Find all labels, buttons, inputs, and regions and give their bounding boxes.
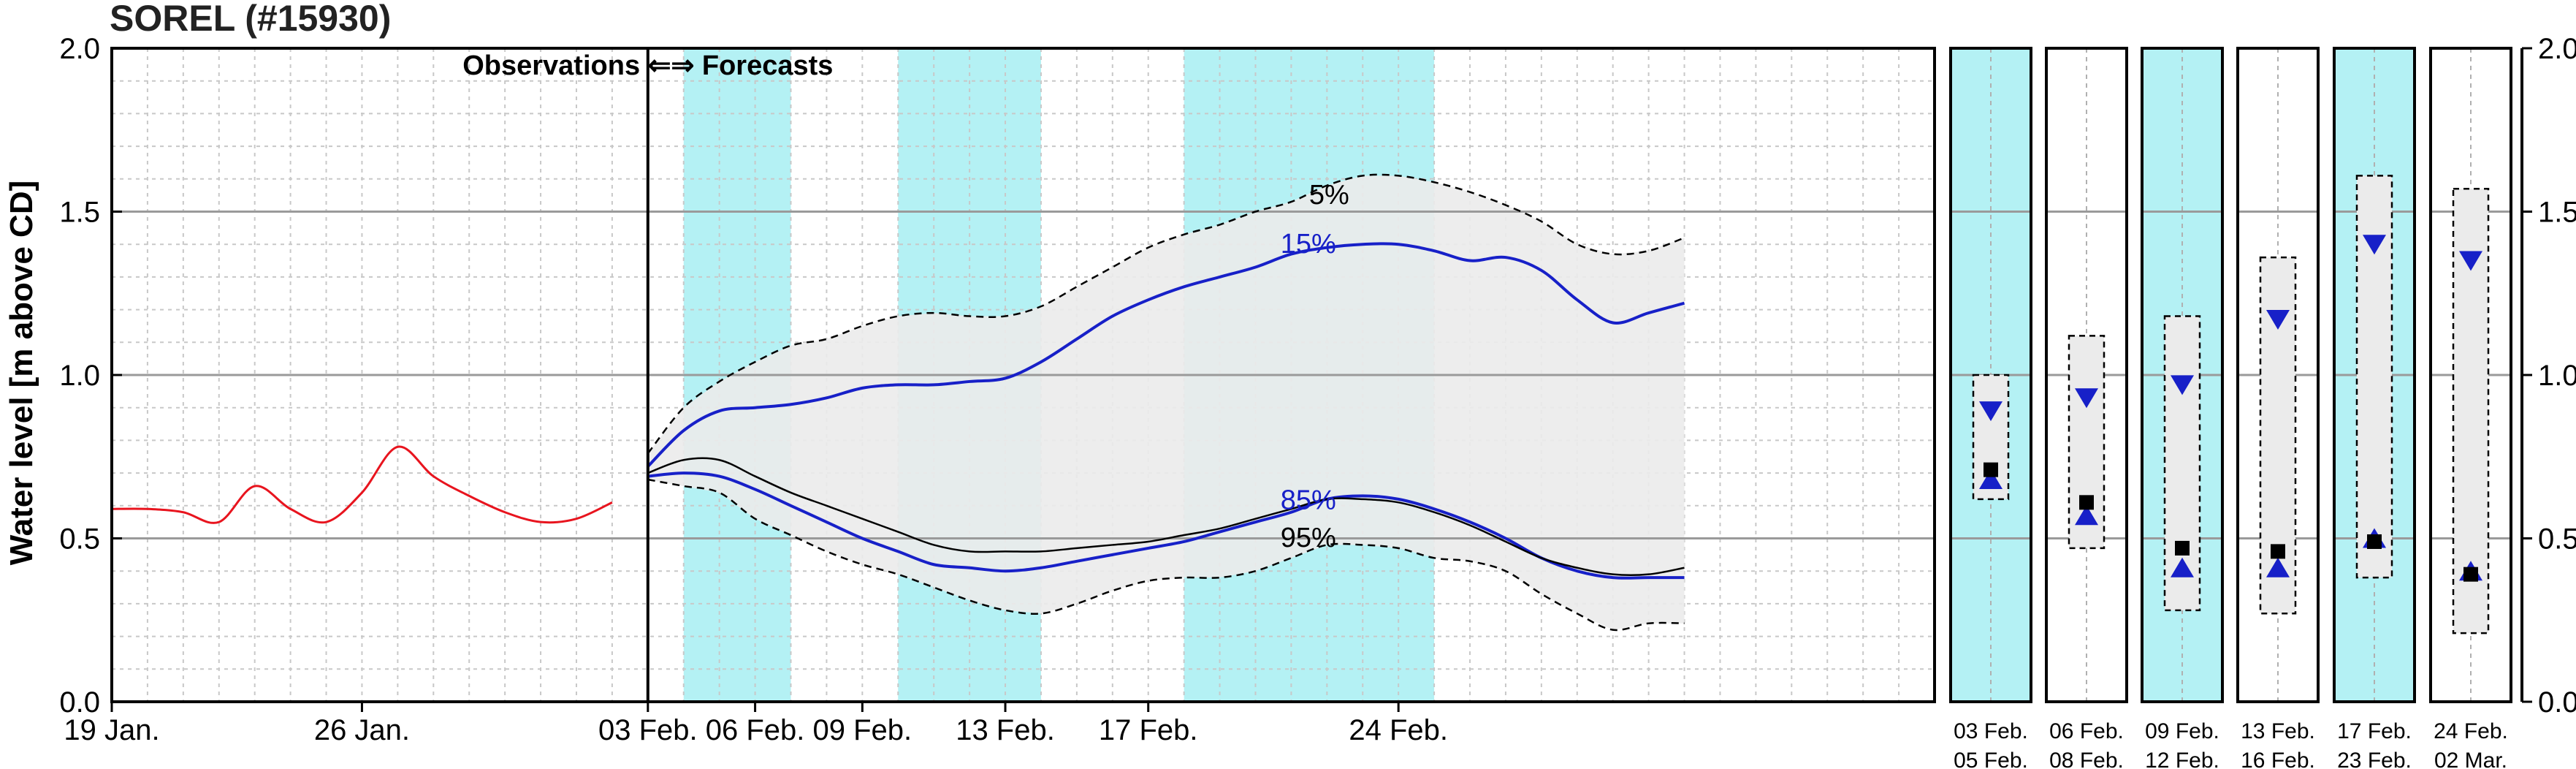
label-95-percent: 95% <box>1281 523 1336 553</box>
right-y-tick-label: 1.5 <box>2538 197 2576 229</box>
weekly-15-percent-marker <box>2363 235 2386 255</box>
series-line-1 <box>647 471 1685 580</box>
envelope-95-percent-line <box>647 478 1685 632</box>
weekly-median-marker <box>2271 544 2285 559</box>
envelope-5-percent-line <box>647 173 1685 455</box>
weekly-15-percent-marker <box>2171 375 2194 395</box>
y-axis-label: Water level [m above CD] <box>4 181 39 566</box>
weekly-panel-start-label: 09 Feb. <box>2145 719 2219 743</box>
weekly-median-marker <box>2175 540 2190 556</box>
weekly-15-percent-marker <box>2459 251 2482 271</box>
weekly-panel-start-label: 24 Feb. <box>2434 719 2508 743</box>
y-tick-label: 0.5 <box>59 523 100 556</box>
label-85-percent: 85% <box>1281 485 1336 516</box>
y-tick-label: 0.0 <box>59 686 100 719</box>
x-tick-label: 26 Jan. <box>314 714 410 746</box>
weekly-panel-end-label: 05 Feb. <box>1954 749 2028 769</box>
y-tick-label: 1.0 <box>59 360 100 392</box>
weekly-panel-frame <box>2236 47 2320 703</box>
weekly-panel-frame <box>2429 47 2512 703</box>
right-y-tick-label: 2.0 <box>2538 33 2576 65</box>
observations-forecasts-label: Observations ⇐⇒ Forecasts <box>462 50 833 81</box>
weekly-panel-end-label: 02 Mar. <box>2434 749 2507 769</box>
weekly-panel-start-label: 13 Feb. <box>2241 719 2315 743</box>
weekly-panel-end-label: 08 Feb. <box>2049 749 2124 769</box>
weekly-summary-panels: 03 Feb. 05 Feb. 06 Feb. 08 Feb. 09 Feb. 12 Fe… <box>1949 47 2512 769</box>
weekly-15-percent-marker <box>1979 401 2003 422</box>
weekly-15-percent-marker <box>2266 310 2290 330</box>
label-15-percent: 15% <box>1281 229 1336 260</box>
weekly-panel-frame <box>2045 47 2128 703</box>
weekly-panel-frame <box>1949 47 2032 703</box>
x-tick-label: 17 Feb. <box>1099 714 1198 746</box>
weekly-85-percent-marker <box>2075 505 2098 526</box>
x-tick-label: 19 Jan. <box>64 714 159 746</box>
right-y-tick-label: 0.5 <box>2538 523 2576 556</box>
weekly-median-marker <box>2463 567 2478 582</box>
weekly-median-marker <box>2079 495 2094 510</box>
weekly-85-percent-marker <box>2171 557 2194 577</box>
weekly-15-percent-marker <box>2075 388 2098 409</box>
x-tick-label: 06 Feb. <box>706 714 805 746</box>
weekly-panel-start-label: 06 Feb. <box>2049 719 2124 743</box>
y-tick-label: 2.0 <box>59 33 100 65</box>
series-line-2 <box>647 457 1685 577</box>
weekly-panel-start-label: 17 Feb. <box>2337 719 2412 743</box>
observations-line <box>111 445 613 524</box>
weekly-panel-frame <box>2333 47 2416 703</box>
weekly-median-marker <box>1984 462 1998 477</box>
right-y-axis: 0.0 0.5 1.0 1.5 2.0 <box>2520 33 2576 719</box>
y-tick-label: 1.5 <box>59 197 100 229</box>
main-plot-area: 5% 15% 85% 95% Observations ⇐⇒ Forecasts 0.0 0… <box>59 33 1936 746</box>
right-y-tick-label: 0.0 <box>2538 686 2576 719</box>
weekly-panel-end-label: 16 Feb. <box>2241 749 2315 769</box>
x-tick-label: 09 Feb. <box>813 714 912 746</box>
weekly-panel-start-label: 03 Feb. <box>1954 719 2028 743</box>
series-line-0 <box>647 242 1685 468</box>
weekly-85-percent-marker <box>1979 469 2003 490</box>
weekly-panel-end-label: 12 Feb. <box>2145 749 2219 769</box>
chart-title: SOREL (#15930) <box>110 0 391 39</box>
weekly-85-percent-marker <box>2266 557 2290 577</box>
label-5-percent: 5% <box>1309 180 1349 211</box>
forecast-envelope <box>647 175 1685 630</box>
weekly-panel-frame <box>2141 47 2224 703</box>
weekly-median-marker <box>2367 534 2382 549</box>
x-tick-label: 03 Feb. <box>598 714 698 746</box>
x-tick-label: 13 Feb. <box>956 714 1055 746</box>
weekly-panel-end-label: 23 Feb. <box>2337 749 2412 769</box>
right-y-tick-label: 1.0 <box>2538 360 2576 392</box>
x-tick-label: 24 Feb. <box>1349 714 1448 746</box>
